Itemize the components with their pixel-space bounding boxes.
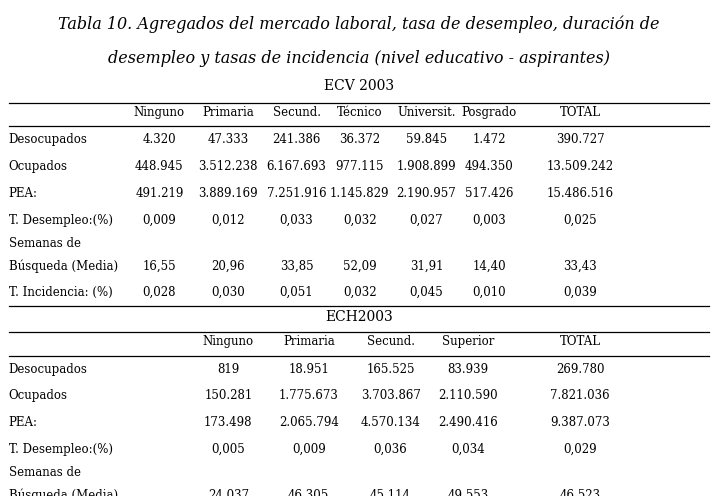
Text: 4.320: 4.320 — [143, 133, 176, 146]
Text: 2.490.416: 2.490.416 — [438, 416, 498, 429]
Text: Posgrado: Posgrado — [462, 106, 516, 119]
Text: 494.350: 494.350 — [465, 160, 513, 173]
Text: ECH2003: ECH2003 — [325, 310, 393, 324]
Text: Búsqueda (Media): Búsqueda (Media) — [9, 488, 118, 496]
Text: 0,032: 0,032 — [343, 286, 376, 299]
Text: Técnico: Técnico — [337, 106, 383, 119]
Text: 241.386: 241.386 — [272, 133, 321, 146]
Text: 165.525: 165.525 — [366, 363, 415, 375]
Text: 4.570.134: 4.570.134 — [360, 416, 421, 429]
Text: Secund.: Secund. — [367, 335, 414, 348]
Text: 1.472: 1.472 — [472, 133, 505, 146]
Text: 0,030: 0,030 — [211, 286, 246, 299]
Text: 3.512.238: 3.512.238 — [199, 160, 258, 173]
Text: 1.145.829: 1.145.829 — [330, 187, 389, 200]
Text: Universit.: Universit. — [397, 106, 456, 119]
Text: 46,305: 46,305 — [288, 489, 330, 496]
Text: 517.426: 517.426 — [465, 187, 513, 200]
Text: T. Incidencia: (%): T. Incidencia: (%) — [9, 286, 112, 299]
Text: Ocupados: Ocupados — [9, 160, 67, 173]
Text: 0,012: 0,012 — [212, 214, 245, 227]
Text: 3.703.867: 3.703.867 — [360, 389, 421, 402]
Text: 150.281: 150.281 — [204, 389, 253, 402]
Text: Secund.: Secund. — [273, 106, 320, 119]
Text: 0,036: 0,036 — [373, 443, 408, 456]
Text: 1.775.673: 1.775.673 — [279, 389, 339, 402]
Text: 269.780: 269.780 — [556, 363, 605, 375]
Text: Ocupados: Ocupados — [9, 389, 67, 402]
Text: 3.889.169: 3.889.169 — [198, 187, 258, 200]
Text: ECV 2003: ECV 2003 — [324, 79, 394, 93]
Text: 33,43: 33,43 — [563, 259, 597, 272]
Text: 13.509.242: 13.509.242 — [546, 160, 614, 173]
Text: 2.110.590: 2.110.590 — [438, 389, 498, 402]
Text: 448.945: 448.945 — [135, 160, 184, 173]
Text: Primaria: Primaria — [202, 106, 254, 119]
Text: 24,037: 24,037 — [208, 489, 249, 496]
Text: desempleo y tasas de incidencia (nivel educativo - aspirantes): desempleo y tasas de incidencia (nivel e… — [108, 50, 610, 66]
Text: 2.065.794: 2.065.794 — [279, 416, 339, 429]
Text: 390.727: 390.727 — [556, 133, 605, 146]
Text: 0,045: 0,045 — [409, 286, 444, 299]
Text: 491.219: 491.219 — [135, 187, 184, 200]
Text: 0,033: 0,033 — [279, 214, 314, 227]
Text: T. Desempleo:(%): T. Desempleo:(%) — [9, 443, 113, 456]
Text: 7.251.916: 7.251.916 — [266, 187, 327, 200]
Text: TOTAL: TOTAL — [559, 106, 601, 119]
Text: 31,91: 31,91 — [410, 259, 443, 272]
Text: 6.167.693: 6.167.693 — [266, 160, 327, 173]
Text: 33,85: 33,85 — [280, 259, 313, 272]
Text: Semanas de: Semanas de — [9, 466, 80, 479]
Text: T. Desempleo:(%): T. Desempleo:(%) — [9, 214, 113, 227]
Text: Búsqueda (Media): Búsqueda (Media) — [9, 259, 118, 273]
Text: 977.115: 977.115 — [335, 160, 384, 173]
Text: 0,010: 0,010 — [472, 286, 505, 299]
Text: 0,051: 0,051 — [280, 286, 313, 299]
Text: Primaria: Primaria — [283, 335, 335, 348]
Text: 16,55: 16,55 — [143, 259, 176, 272]
Text: 46,523: 46,523 — [559, 489, 601, 496]
Text: 2.190.957: 2.190.957 — [396, 187, 457, 200]
Text: 49,553: 49,553 — [447, 489, 489, 496]
Text: 59.845: 59.845 — [406, 133, 447, 146]
Text: 14,40: 14,40 — [472, 259, 505, 272]
Text: 0,003: 0,003 — [472, 214, 506, 227]
Text: 0,032: 0,032 — [343, 214, 376, 227]
Text: 0,028: 0,028 — [143, 286, 176, 299]
Text: 0,005: 0,005 — [211, 443, 246, 456]
Text: 47.333: 47.333 — [208, 133, 249, 146]
Text: 7.821.036: 7.821.036 — [550, 389, 610, 402]
Text: 83.939: 83.939 — [447, 363, 489, 375]
Text: 45,114: 45,114 — [370, 489, 411, 496]
Text: 0,034: 0,034 — [451, 443, 485, 456]
Text: 18.951: 18.951 — [289, 363, 329, 375]
Text: 173.498: 173.498 — [204, 416, 253, 429]
Text: 0,029: 0,029 — [564, 443, 597, 456]
Text: PEA:: PEA: — [9, 416, 37, 429]
Text: 0,039: 0,039 — [563, 286, 597, 299]
Text: 36.372: 36.372 — [339, 133, 381, 146]
Text: 819: 819 — [218, 363, 239, 375]
Text: 0,009: 0,009 — [142, 214, 177, 227]
Text: Ninguno: Ninguno — [202, 335, 254, 348]
Text: 9.387.073: 9.387.073 — [550, 416, 610, 429]
Text: PEA:: PEA: — [9, 187, 37, 200]
Text: Ninguno: Ninguno — [134, 106, 185, 119]
Text: 15.486.516: 15.486.516 — [546, 187, 614, 200]
Text: 20,96: 20,96 — [212, 259, 245, 272]
Text: Desocupados: Desocupados — [9, 133, 88, 146]
Text: 52,09: 52,09 — [343, 259, 376, 272]
Text: 1.908.899: 1.908.899 — [396, 160, 457, 173]
Text: TOTAL: TOTAL — [559, 335, 601, 348]
Text: Semanas de: Semanas de — [9, 237, 80, 249]
Text: Tabla 10. Agregados del mercado laboral, tasa de desempleo, duración de: Tabla 10. Agregados del mercado laboral,… — [58, 16, 660, 33]
Text: 0,025: 0,025 — [564, 214, 597, 227]
Text: 0,009: 0,009 — [292, 443, 326, 456]
Text: 0,027: 0,027 — [410, 214, 443, 227]
Text: Desocupados: Desocupados — [9, 363, 88, 375]
Text: Superior: Superior — [442, 335, 494, 348]
